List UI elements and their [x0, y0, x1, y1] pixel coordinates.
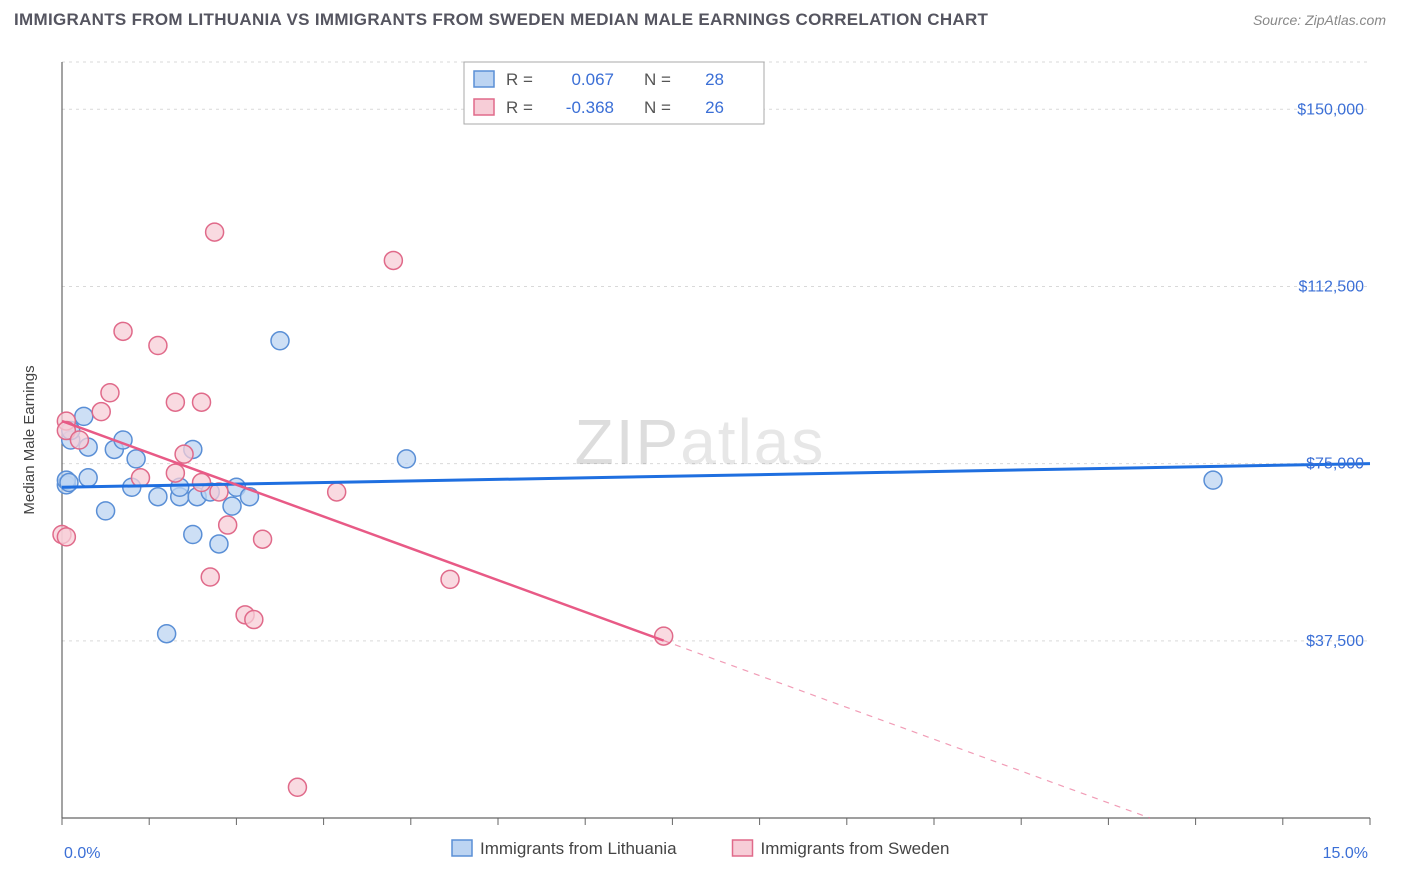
y-tick-label: $112,500	[1298, 278, 1364, 295]
x-tick-label: 15.0%	[1323, 845, 1368, 862]
data-point-sweden	[655, 627, 673, 645]
y-tick-label: $150,000	[1297, 101, 1364, 118]
stats-legend: R = 0.067 N = 28 R = -0.368 N = 26	[464, 62, 764, 124]
stats-r-label: R =	[506, 70, 533, 89]
data-point-sweden	[166, 393, 184, 411]
data-point-sweden	[206, 223, 224, 241]
stats-r-label: R =	[506, 98, 533, 117]
stats-r-value: -0.368	[566, 98, 614, 117]
chart-title: IMMIGRANTS FROM LITHUANIA VS IMMIGRANTS …	[14, 10, 988, 30]
data-point-lithuania	[223, 497, 241, 515]
x-tick-label: 0.0%	[64, 845, 100, 862]
data-point-sweden	[101, 384, 119, 402]
series-legend: Immigrants from Lithuania Immigrants from…	[452, 839, 949, 858]
header: IMMIGRANTS FROM LITHUANIA VS IMMIGRANTS …	[0, 0, 1406, 36]
trend-line-sweden	[62, 421, 664, 641]
data-point-lithuania	[127, 450, 145, 468]
source-label: Source: ZipAtlas.com	[1253, 12, 1386, 28]
data-point-lithuania	[79, 469, 97, 487]
data-point-lithuania	[75, 407, 93, 425]
chart-container: ZIPatlas $37,500$75,000$112,500$150,0000…	[14, 40, 1386, 878]
trend-line-ext-sweden	[664, 641, 1150, 818]
legend-swatch	[733, 840, 753, 856]
trend-line-lithuania	[62, 464, 1370, 488]
data-point-lithuania	[97, 502, 115, 520]
data-point-sweden	[166, 464, 184, 482]
data-point-sweden	[201, 568, 219, 586]
data-point-sweden	[384, 251, 402, 269]
data-point-sweden	[328, 483, 346, 501]
data-point-sweden	[254, 530, 272, 548]
data-point-lithuania	[210, 535, 228, 553]
legend-label-lithuania: Immigrants from Lithuania	[480, 839, 677, 858]
data-point-sweden	[57, 528, 75, 546]
data-point-sweden	[288, 778, 306, 796]
y-tick-label: $75,000	[1306, 456, 1364, 473]
legend-swatch	[452, 840, 472, 856]
stats-n-value: 26	[705, 98, 724, 117]
data-point-sweden	[219, 516, 237, 534]
legend-label-sweden: Immigrants from Sweden	[761, 839, 950, 858]
stats-swatch	[474, 99, 494, 115]
y-axis-label: Median Male Earnings	[21, 365, 38, 514]
data-point-lithuania	[149, 488, 167, 506]
data-point-sweden	[114, 322, 132, 340]
data-point-sweden	[149, 337, 167, 355]
correlation-scatter-chart: $37,500 $75,000 $112,500 $150,000 0.0% 15.0% M…	[14, 40, 1386, 878]
data-point-lithuania	[158, 625, 176, 643]
data-point-lithuania	[184, 526, 202, 544]
stats-n-label: N =	[644, 70, 671, 89]
data-point-sweden	[441, 570, 459, 588]
stats-n-label: N =	[644, 98, 671, 117]
data-point-lithuania	[271, 332, 289, 350]
y-tick-label: $37,500	[1306, 633, 1364, 650]
data-point-sweden	[175, 445, 193, 463]
data-point-sweden	[193, 474, 211, 492]
data-point-sweden	[131, 469, 149, 487]
stats-n-value: 28	[705, 70, 724, 89]
data-point-sweden	[245, 611, 263, 629]
data-point-sweden	[92, 403, 110, 421]
data-point-sweden	[193, 393, 211, 411]
stats-swatch	[474, 71, 494, 87]
data-point-sweden	[70, 431, 88, 449]
data-point-lithuania	[60, 474, 78, 492]
data-point-lithuania	[1204, 471, 1222, 489]
data-point-lithuania	[397, 450, 415, 468]
stats-r-value: 0.067	[571, 70, 614, 89]
